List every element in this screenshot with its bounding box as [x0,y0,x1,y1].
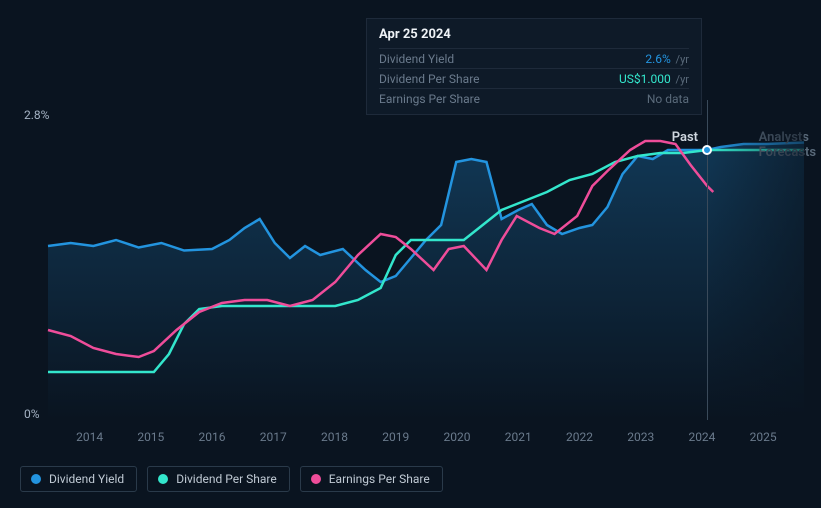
chart-container: 2.8% 0% Past Analysts Forecasts 2014 2015… [0,0,821,508]
x-tick: 2019 [382,430,409,444]
tooltip-value: 2.6% /yr [645,52,689,66]
x-tick: 2021 [505,430,532,444]
tooltip-unit: /yr [673,53,689,66]
tooltip-unit: /yr [673,73,689,86]
legend-dot-icon [158,474,168,484]
tooltip-value: US$1.000 /yr [619,72,689,86]
tooltip-date: Apr 25 2024 [379,27,689,48]
tooltip-value: No data [647,92,689,106]
x-tick: 2023 [627,430,654,444]
past-label: Past [672,130,698,145]
legend-item[interactable]: Dividend Per Share [147,466,290,492]
legend-item[interactable]: Dividend Yield [20,466,137,492]
tooltip-key: Dividend Yield [379,52,454,66]
x-tick: 2017 [260,430,287,444]
legend-label: Earnings Per Share [329,472,430,486]
legend-dot-icon [311,474,321,484]
tooltip-row: Earnings Per Share No data [379,88,689,108]
x-tick: 2020 [443,430,470,444]
chart-svg [48,120,804,420]
y-axis-max-label: 2.8% [24,108,49,122]
legend: Dividend Yield Dividend Per Share Earnings… [20,466,443,492]
y-axis-min-label: 0% [24,407,40,421]
tooltip-key: Earnings Per Share [379,92,480,106]
current-marker [702,145,712,155]
forecast-label: Analysts Forecasts [759,130,821,160]
x-tick: 2018 [321,430,348,444]
tooltip: Apr 25 2024 Dividend Yield2.6% /yrDivide… [366,18,702,115]
tooltip-row: Dividend Per Share US$1.000 /yr [379,68,689,88]
x-tick: 2014 [76,430,103,444]
x-axis: 2014 2015 2016 2017 2018 2019 2020 2021 2022 2023… [48,430,804,446]
tooltip-row: Dividend Yield 2.6% /yr [379,48,689,68]
plot-area[interactable] [48,120,804,420]
legend-label: Dividend Yield [49,472,124,486]
x-tick: 2022 [566,430,593,444]
legend-item[interactable]: Earnings Per Share [300,466,443,492]
x-tick: 2016 [199,430,226,444]
legend-label: Dividend Per Share [176,472,277,486]
legend-dot-icon [31,474,41,484]
x-tick: 2025 [750,430,777,444]
tooltip-key: Dividend Per Share [379,72,480,86]
x-tick: 2015 [137,430,164,444]
x-tick: 2024 [688,430,715,444]
